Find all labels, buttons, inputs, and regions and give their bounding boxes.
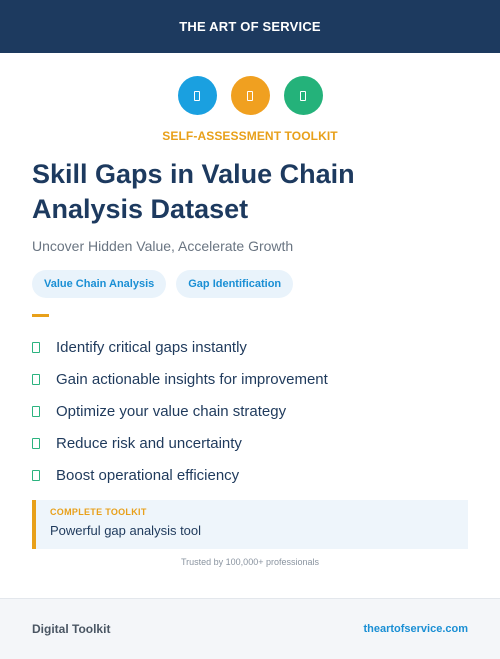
website-link[interactable]: theartofservice.com xyxy=(363,623,468,635)
check-icon xyxy=(32,469,40,481)
check-icon xyxy=(32,341,40,353)
list-item: Identify critical gaps instantly xyxy=(32,331,328,363)
footer-label: Digital Toolkit xyxy=(32,622,111,636)
top-banner: THE ART OF SERVICE xyxy=(0,0,500,53)
feature-text: Identify critical gaps instantly xyxy=(56,338,247,356)
feature-text: Reduce risk and uncertainty xyxy=(56,434,242,452)
tag-gap-identification: Gap Identification xyxy=(176,270,294,298)
green-badge-icon xyxy=(283,76,323,115)
footer: Digital Toolkit theartofservice.com xyxy=(0,598,500,659)
page-title: Skill Gaps in Value Chain Analysis Datas… xyxy=(32,159,355,224)
orange-badge-icon xyxy=(230,76,270,115)
list-item: Optimize your value chain strategy xyxy=(32,395,328,427)
brand-name: THE ART OF SERVICE xyxy=(179,19,321,34)
check-icon xyxy=(32,373,40,385)
check-icon xyxy=(32,437,40,449)
icon-row xyxy=(0,76,500,115)
tag-value-chain-analysis: Value Chain Analysis xyxy=(32,270,167,298)
list-item: Boost operational efficiency xyxy=(32,459,328,491)
trust-note: Trusted by 100,000+ professionals xyxy=(180,557,319,567)
kicker-label: SELF-ASSESSMENT TOOLKIT xyxy=(162,129,338,143)
accent-divider xyxy=(32,314,49,317)
list-item: Gain actionable insights for improvement xyxy=(32,363,328,395)
subtitle: Uncover Hidden Value, Accelerate Growth xyxy=(32,238,294,254)
list-item: Reduce risk and uncertainty xyxy=(32,427,328,459)
callout-text: Powerful gap analysis tool xyxy=(50,523,202,538)
tag-list: Value Chain Analysis Gap Identification xyxy=(32,270,294,298)
feature-list: Identify critical gaps instantly Gain ac… xyxy=(32,331,328,491)
blue-badge-icon xyxy=(177,76,217,115)
feature-text: Boost operational efficiency xyxy=(56,466,240,484)
callout-label: COMPLETE TOOLKIT xyxy=(50,507,147,517)
check-icon xyxy=(32,405,40,417)
toolkit-callout: COMPLETE TOOLKIT Powerful gap analysis t… xyxy=(32,500,468,549)
feature-text: Gain actionable insights for improvement xyxy=(56,370,328,388)
feature-text: Optimize your value chain strategy xyxy=(56,402,287,420)
